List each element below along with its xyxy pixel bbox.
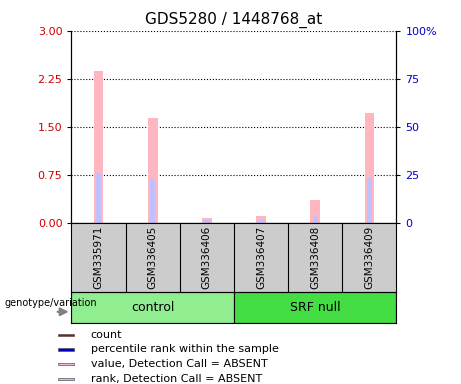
Bar: [58, 334, 74, 336]
Bar: [58, 348, 74, 351]
Text: count: count: [91, 330, 122, 340]
Title: GDS5280 / 1448768_at: GDS5280 / 1448768_at: [145, 12, 323, 28]
Text: SRF null: SRF null: [290, 301, 341, 314]
Bar: [204, 220, 210, 223]
Text: value, Detection Call = ABSENT: value, Detection Call = ABSENT: [91, 359, 267, 369]
Text: GSM336406: GSM336406: [202, 226, 212, 289]
Bar: [365, 113, 374, 223]
Bar: [96, 174, 101, 223]
Bar: [94, 71, 103, 223]
Text: control: control: [131, 301, 174, 314]
Bar: [310, 200, 320, 223]
Bar: [58, 362, 74, 365]
Bar: [150, 179, 155, 223]
Text: GSM336409: GSM336409: [364, 226, 374, 289]
Bar: [256, 216, 266, 223]
Text: GSM336405: GSM336405: [148, 226, 158, 289]
Text: rank, Detection Call = ABSENT: rank, Detection Call = ABSENT: [91, 374, 262, 384]
Bar: [148, 118, 158, 223]
Bar: [366, 178, 372, 223]
Bar: [58, 378, 74, 381]
Bar: [202, 218, 212, 223]
Bar: [71, 292, 234, 323]
Text: percentile rank within the sample: percentile rank within the sample: [91, 344, 279, 354]
Text: GSM336407: GSM336407: [256, 226, 266, 289]
Text: genotype/variation: genotype/variation: [5, 298, 97, 308]
Bar: [258, 220, 264, 223]
Text: GSM335971: GSM335971: [94, 225, 104, 289]
Bar: [313, 216, 318, 223]
Bar: [234, 292, 396, 323]
Text: GSM336408: GSM336408: [310, 226, 320, 289]
